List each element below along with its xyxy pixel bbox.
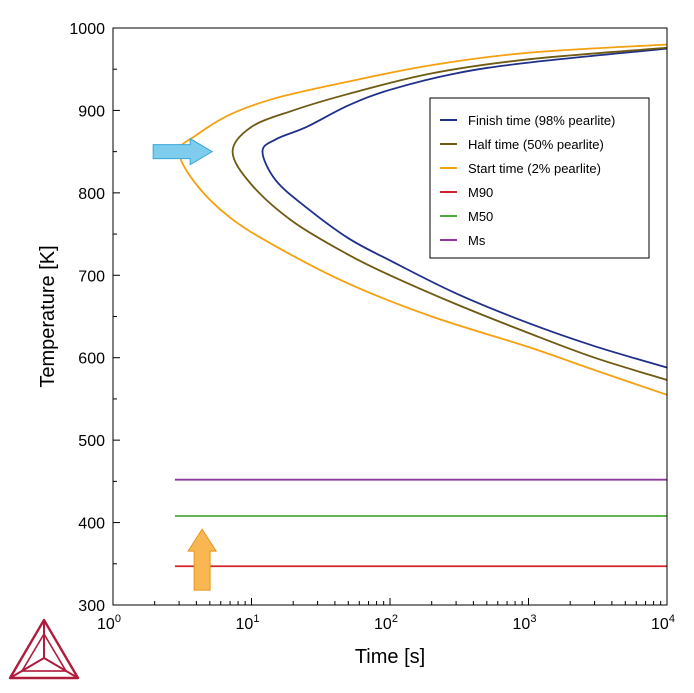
y-axis-ticks: 300 400 500 600 700 800 900 1000 [69,21,120,615]
series-line-0 [261,47,668,369]
orange-arrow-annotation [187,528,218,591]
legend: Finish time (98% pearlite) Half time (50%… [429,97,650,259]
y-tick-label-7: 1000 [69,21,105,38]
y-axis-label: Temperature [K] [37,245,59,387]
x-tick-label-1: 101 [236,613,260,633]
y-tick-label-6: 900 [78,103,105,120]
logo-outline [8,618,80,680]
legend-label-1: Half time (50% pearlite) [468,137,604,152]
legend-label-2: Start time (2% pearlite) [468,161,601,176]
x-tick-label-2: 102 [374,613,398,633]
y-tick-label-2: 500 [78,433,105,450]
blue-arrow-annotation [152,137,214,166]
y-tick-label-1: 400 [78,516,105,533]
legend-label-4: M50 [468,209,493,224]
y-tick-label-5: 800 [78,186,105,203]
legend-label-0: Finish time (98% pearlite) [468,113,615,128]
y-tick-label-0: 300 [78,598,105,615]
legend-label-5: Ms [468,233,486,248]
x-tick-label-0: 100 [97,613,121,633]
logo-stroke [21,652,34,672]
plot-series [174,43,668,568]
x-tick-label-4: 104 [651,613,675,633]
thermo-calc-logo [8,618,80,680]
annotations [152,137,218,591]
series-line-2 [178,43,668,396]
legend-box [429,97,650,259]
x-axis-label: Time [s] [355,646,425,668]
legend-label-3: M90 [468,185,493,200]
series-line-1 [231,46,668,381]
x-tick-label-3: 103 [513,613,537,633]
y-tick-label-4: 700 [78,268,105,285]
x-axis-ticks: 100 101 102 103 104 [97,598,675,633]
y-tick-label-3: 600 [78,351,105,368]
logo-stroke [43,633,56,653]
logo-stroke [54,652,67,672]
logo-stroke [9,657,45,679]
logo-stroke [43,657,79,679]
logo-stroke [32,633,45,653]
